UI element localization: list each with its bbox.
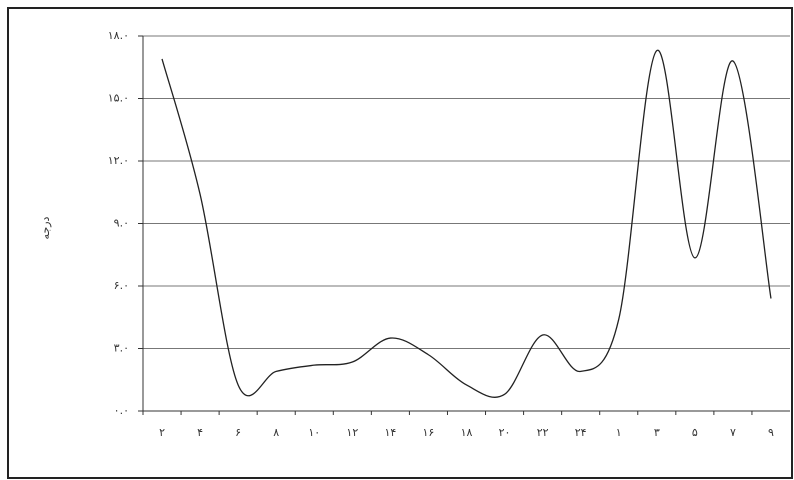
y-tick-label: ۱۸.۰ [108, 29, 129, 42]
x-tick-label: ۱ [616, 426, 622, 439]
y-tick-label: ۱۵.۰ [108, 92, 129, 105]
x-tick-label: ۱۶ [423, 426, 435, 439]
line [161, 49, 772, 398]
x-tick-label: ۴ [197, 426, 203, 439]
x-tick-label: ۹ [768, 426, 774, 439]
x-tick-label: ۱۲ [346, 426, 358, 439]
y-tick-label: ۶.۰ [114, 279, 129, 292]
x-tick-label: ۱۰ [308, 426, 320, 439]
x-tick-label: ۳ [654, 426, 660, 439]
x-tick-label: ۷ [730, 426, 736, 439]
x-tick-label: ۲۲ [537, 426, 549, 439]
x-tick-label: ۲۰ [499, 426, 511, 439]
x-tick-label: ۱۸ [461, 426, 473, 439]
x-tick-label: ۲ [159, 426, 165, 439]
y-tick-label: ۰.۰ [114, 404, 129, 417]
y-tick-label: ۱۲.۰ [108, 154, 129, 167]
frame [7, 7, 793, 479]
x-tick-label: ۲۴ [575, 426, 587, 439]
y-tick-label: ۳.۰ [114, 342, 129, 355]
y-axis-label: درجه [39, 216, 52, 239]
x-tick-label: ۱۴ [384, 426, 396, 439]
x-tick-label: ۵ [692, 426, 698, 439]
y-tick-label: ۹.۰ [114, 217, 129, 230]
x-tick-label: ۶ [235, 426, 241, 439]
x-tick-label: ۸ [273, 426, 279, 439]
